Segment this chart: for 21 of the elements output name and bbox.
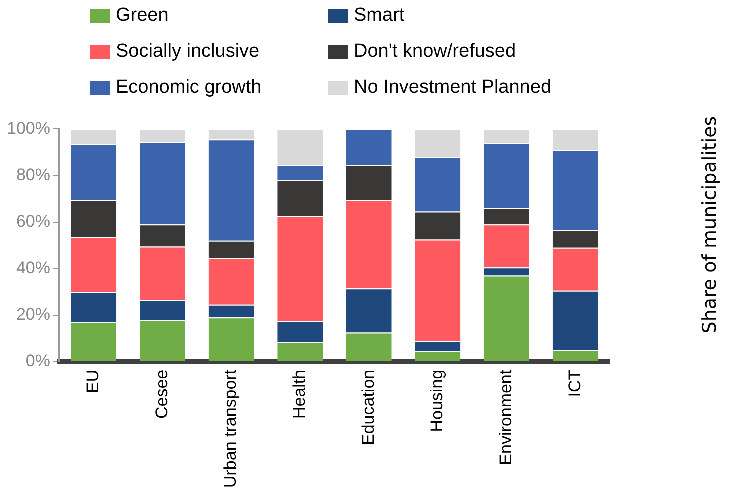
y-tick-label: 20%: [16, 305, 50, 324]
legend-label: Economic growth: [116, 77, 262, 99]
y-tick-label: 40%: [16, 258, 50, 278]
y-tick-label: 0%: [26, 352, 50, 371]
legend-label: No Investment Planned: [354, 77, 552, 99]
y-tick-label: 60%: [16, 212, 50, 231]
x-tick-label: Health: [290, 370, 310, 420]
x-tick-label: Cesee: [152, 370, 172, 420]
x-tick-label: Housing: [428, 370, 447, 432]
legend-label: Green: [116, 5, 169, 27]
legend-label: Socially inclusive: [116, 41, 260, 63]
legend-label: Smart: [354, 5, 405, 27]
y-tick-label: 80%: [16, 165, 50, 184]
y-tick-label: 100%: [6, 118, 50, 138]
x-tick-label: ICT: [565, 370, 584, 398]
x-tick-label: Environment: [496, 370, 516, 466]
y-axis-title: Share of municipalities: [699, 116, 721, 334]
x-tick-label: EU: [84, 370, 103, 394]
legend-label: Don't know/refused: [354, 41, 516, 63]
x-tick-label: Education: [358, 370, 378, 446]
x-tick-label: Urban transport: [221, 370, 240, 488]
